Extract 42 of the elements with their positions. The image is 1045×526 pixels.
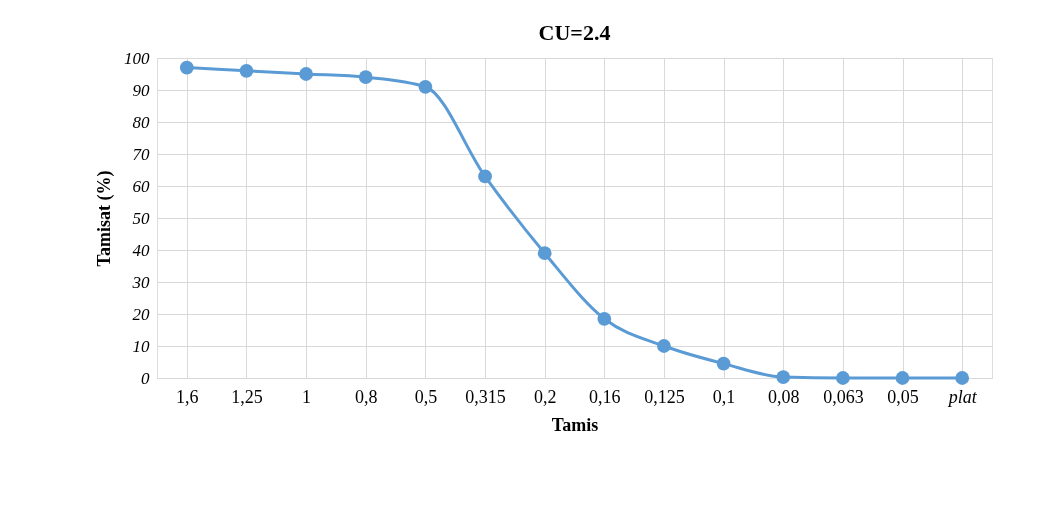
x-tick-label: 0,063 <box>823 386 864 407</box>
point <box>179 60 194 75</box>
point <box>955 371 970 385</box>
x-tick-label: 0,16 <box>589 386 621 407</box>
point <box>776 370 791 384</box>
chart-title: CU=2.4 <box>538 20 611 45</box>
x-tick-label: 0,08 <box>768 386 800 407</box>
y-tick-label: 10 <box>132 336 150 356</box>
x-tick-label: 0,05 <box>887 386 919 407</box>
x-tick-label: 0,5 <box>414 386 438 407</box>
point <box>716 356 731 371</box>
x-tick-label: 0,125 <box>644 386 685 407</box>
x-tick-label: 1 <box>302 386 312 407</box>
y-tick-label: 0 <box>141 368 150 388</box>
point <box>358 70 373 85</box>
y-tick-label: 90 <box>132 80 150 100</box>
point <box>657 339 671 353</box>
x-tick-label: 1,25 <box>231 386 263 407</box>
point <box>239 63 254 78</box>
x-tick-label: plat <box>946 386 978 407</box>
y-axis-title: Tamisat (%) <box>94 170 115 267</box>
point <box>895 371 910 385</box>
point <box>836 371 850 385</box>
y-tick-label: 30 <box>131 272 150 292</box>
y-tick-label: 80 <box>132 112 150 132</box>
x-tick-label: 0,315 <box>465 386 506 407</box>
y-tick-label: 20 <box>132 304 150 324</box>
x-tick-label: 0,1 <box>712 386 736 407</box>
y-tick-label: 70 <box>132 144 150 164</box>
x-axis-title: Tamis <box>551 414 599 435</box>
y-tick-label: 100 <box>124 48 150 68</box>
y-tick-label: 60 <box>132 176 150 196</box>
x-tick-label: 0,8 <box>355 386 378 407</box>
point <box>299 67 313 81</box>
point <box>418 79 433 94</box>
y-tick-label: 40 <box>132 240 150 260</box>
x-tick-label: 0,2 <box>533 386 557 407</box>
point <box>478 169 492 184</box>
y-tick-label: 50 <box>132 208 150 228</box>
point <box>597 311 612 326</box>
x-tick-label: 1,6 <box>176 386 199 407</box>
point <box>537 246 552 261</box>
